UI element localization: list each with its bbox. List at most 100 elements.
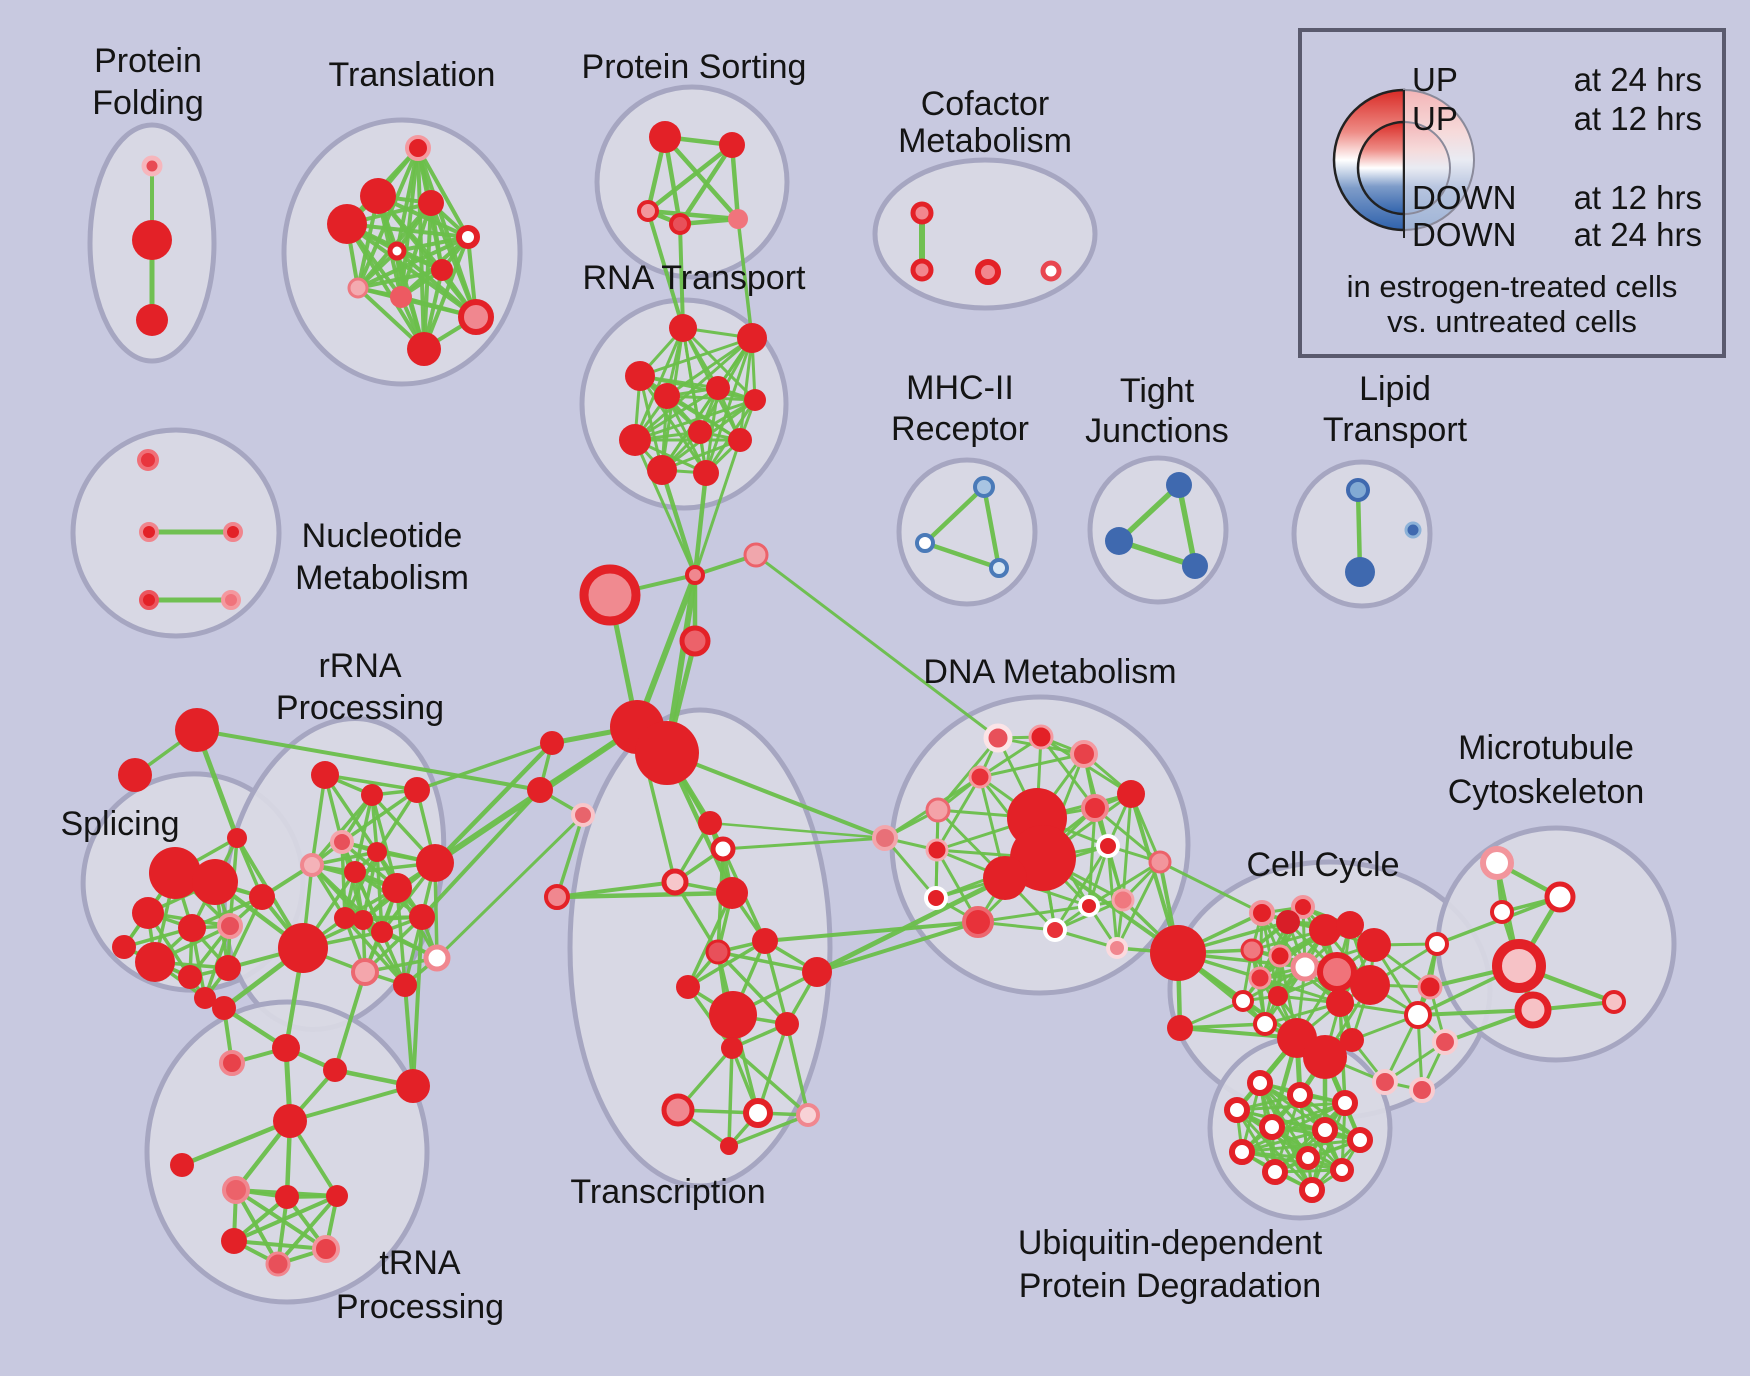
node-t10[interactable] [458,299,494,335]
node-r17[interactable] [393,973,417,997]
node-b2[interactable] [527,777,553,803]
node-ps4[interactable] [669,213,691,235]
node-cc18[interactable] [1303,1035,1347,1079]
node-d14[interactable] [1148,850,1172,874]
node-cm2[interactable] [910,258,934,282]
node-ps2[interactable] [719,132,745,158]
node-tx7[interactable] [705,939,731,965]
node-nm4[interactable] [139,590,159,610]
node-cc11[interactable] [1350,965,1390,1005]
node-cm4[interactable] [1040,260,1062,282]
node-cc15[interactable] [1326,989,1354,1017]
node-mh1[interactable] [973,476,995,498]
node-n4[interactable] [323,1058,347,1082]
node-d8[interactable] [872,825,898,851]
node-d13[interactable] [1096,834,1120,858]
node-rt9[interactable] [619,424,651,456]
node-ps3[interactable] [637,200,659,222]
node-d7[interactable] [1081,794,1109,822]
node-rt1[interactable] [669,314,697,342]
node-cc8[interactable] [1268,944,1292,968]
node-cc20[interactable] [1425,932,1449,956]
node-cc19[interactable] [1340,1028,1364,1052]
node-d15[interactable] [924,886,948,910]
node-m2[interactable] [1544,881,1576,913]
node-n6[interactable] [273,1104,307,1138]
node-r16[interactable] [351,958,379,986]
node-ps1[interactable] [649,121,681,153]
node-b3[interactable] [571,803,595,827]
node-n3[interactable] [272,1034,300,1062]
node-rt7[interactable] [688,420,712,444]
node-hub2[interactable] [1150,925,1206,981]
node-sp3[interactable] [132,897,164,929]
node-d17[interactable] [1043,918,1067,942]
node-n7[interactable] [170,1153,194,1177]
node-u4[interactable] [1224,1097,1250,1123]
node-r10[interactable] [334,907,356,929]
node-rt8[interactable] [728,428,752,452]
node-hub2b[interactable] [1167,1015,1193,1041]
node-u1[interactable] [1247,1070,1273,1096]
node-d3[interactable] [1070,740,1098,768]
node-sp10[interactable] [249,884,275,910]
node-tx12[interactable] [721,1037,743,1059]
node-r11[interactable] [353,910,373,930]
node-tx1[interactable] [698,811,722,835]
node-cc10[interactable] [1317,952,1357,992]
node-lt1[interactable] [1346,478,1370,502]
node-cc24[interactable] [1372,1069,1398,1095]
node-sp5[interactable] [217,913,243,939]
node-r2[interactable] [361,784,383,806]
node-r5[interactable] [300,853,324,877]
node-sp11[interactable] [194,987,216,1009]
node-H2[interactable] [635,721,699,785]
node-cc3[interactable] [1276,910,1300,934]
node-r8[interactable] [382,873,412,903]
node-b1[interactable] [540,731,564,755]
node-r1[interactable] [311,761,339,789]
node-st2[interactable] [118,758,152,792]
node-cc2[interactable] [1291,895,1315,919]
node-lt3[interactable] [1404,521,1422,539]
node-st3[interactable] [227,828,247,848]
node-rt2[interactable] [737,323,767,353]
node-cc1[interactable] [1249,900,1275,926]
node-d20[interactable] [1106,937,1128,959]
node-t9[interactable] [390,286,412,308]
node-t6[interactable] [387,241,407,261]
node-d9[interactable] [925,838,949,862]
node-rt11[interactable] [693,460,719,486]
node-n13[interactable] [265,1251,291,1277]
node-u10[interactable] [1296,1146,1320,1170]
node-r4[interactable] [330,830,354,854]
node-r7[interactable] [367,842,387,862]
node-cc25[interactable] [1409,1077,1435,1103]
node-cc5[interactable] [1336,911,1364,939]
node-st1[interactable] [175,708,219,752]
node-cc21[interactable] [1417,974,1443,1000]
node-sp9[interactable] [215,955,241,981]
node-d5[interactable] [925,797,951,823]
node-u5[interactable] [1259,1114,1285,1140]
node-tx9[interactable] [802,957,832,987]
node-sp7[interactable] [135,942,175,982]
node-mh3[interactable] [989,558,1009,578]
node-t7[interactable] [431,259,453,281]
node-rt5[interactable] [654,383,680,409]
node-u8[interactable] [1229,1139,1255,1165]
node-n1[interactable] [212,996,236,1020]
node-cc22[interactable] [1404,1001,1432,1029]
node-d1[interactable] [983,723,1013,753]
node-cc14[interactable] [1232,990,1254,1012]
node-rt4[interactable] [706,376,730,400]
node-lt2[interactable] [1345,557,1375,587]
node-cc16[interactable] [1253,1012,1277,1036]
node-sp2[interactable] [192,859,238,905]
node-r6[interactable] [344,861,366,883]
node-t3[interactable] [418,190,444,216]
node-u9[interactable] [1262,1159,1288,1185]
node-sp4[interactable] [178,914,206,942]
node-n2[interactable] [219,1050,245,1076]
node-r14[interactable] [278,923,328,973]
